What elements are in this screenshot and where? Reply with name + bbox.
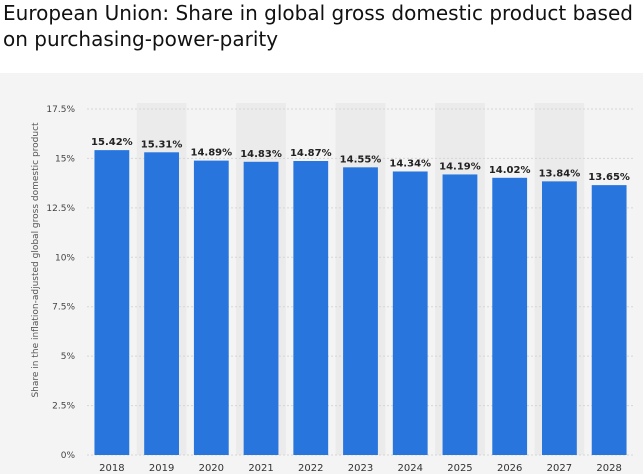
y-axis-label: Share in the inflation-adjusted global g…: [31, 122, 41, 398]
data-label-2022: 14.87%: [290, 148, 332, 159]
x-tick-label: 2019: [149, 463, 174, 474]
bar-2024: [392, 171, 428, 455]
data-labels: 15.42% 15.31% 14.89% 14.83% 14.87% 14.55% 14.3…: [91, 137, 630, 183]
x-tick-label: 2025: [447, 463, 472, 474]
y-tick-label: 7.5%: [52, 303, 75, 313]
bars: [94, 150, 627, 456]
data-label-2021: 14.83%: [240, 149, 282, 160]
x-tick-label: 2018: [99, 463, 124, 474]
x-tick-label: 2024: [398, 463, 423, 474]
data-label-2027: 13.84%: [539, 168, 581, 179]
x-tick-label: 2020: [199, 463, 224, 474]
x-tick-label: 2021: [248, 463, 273, 474]
chart-title: European Union: Share in global gross do…: [3, 1, 633, 51]
y-tick-label: 17.5%: [46, 105, 75, 115]
bar-2025: [442, 174, 478, 456]
data-label-2018: 15.42%: [91, 137, 133, 148]
data-label-2020: 14.89%: [190, 148, 232, 159]
bar-2018: [94, 150, 130, 455]
x-axis-ticks: 2018 2019 2020 2021 2022 2023 2024 2025 2026 2027…: [99, 463, 622, 474]
x-tick-label: 2028: [596, 463, 621, 474]
bar-2020: [193, 160, 229, 455]
y-tick-label: 15%: [55, 154, 75, 164]
y-tick-label: 10%: [55, 253, 75, 263]
data-label-2024: 14.34%: [389, 158, 431, 169]
bar-2027: [542, 181, 577, 455]
data-label-2026: 14.02%: [489, 165, 531, 176]
bar-2023: [343, 167, 378, 455]
bar-2026: [492, 177, 528, 455]
y-tick-label: 0%: [61, 451, 76, 461]
y-tick-label: 12.5%: [46, 204, 75, 214]
x-tick-label: 2022: [298, 463, 323, 474]
data-label-2019: 15.31%: [141, 139, 183, 150]
x-tick-label: 2026: [497, 463, 522, 474]
bar-2019: [144, 152, 179, 455]
data-label-2023: 14.55%: [340, 154, 382, 165]
x-tick-label: 2027: [547, 463, 572, 474]
data-label-2025: 14.19%: [439, 161, 481, 172]
y-tick-label: 2.5%: [52, 402, 75, 412]
x-tick-label: 2023: [348, 463, 373, 474]
data-label-2028: 13.65%: [588, 172, 630, 183]
bar-2028: [591, 185, 627, 455]
y-tick-label: 5%: [61, 352, 76, 362]
bar-2021: [243, 161, 279, 455]
bar-2022: [293, 160, 329, 456]
y-axis-ticks: 0% 2.5% 5% 7.5% 10% 12.5% 15% 17.5%: [46, 105, 75, 461]
